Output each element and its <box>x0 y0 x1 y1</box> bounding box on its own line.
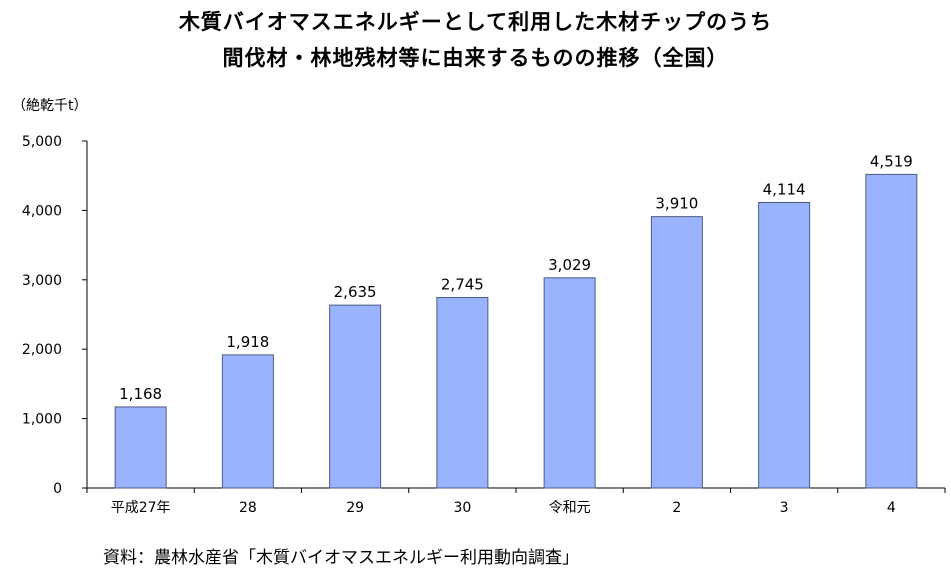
x-category-label: 平成27年 <box>111 500 171 516</box>
x-category-label: 28 <box>239 500 257 516</box>
y-tick-label: 4,000 <box>22 203 62 219</box>
bar-value-label: 4,114 <box>763 180 806 198</box>
y-tick-label: 1,000 <box>22 412 62 428</box>
bar-value-label: 1,918 <box>226 333 269 351</box>
bar <box>114 406 167 489</box>
y-tick-label: 5,000 <box>22 134 62 150</box>
bar <box>865 173 918 489</box>
y-tick-label: 2,000 <box>22 342 62 358</box>
bar <box>650 216 703 489</box>
x-category-label: 2 <box>672 500 681 516</box>
x-category-label: 29 <box>346 500 364 516</box>
bar <box>221 354 274 489</box>
bar-value-label: 3,910 <box>655 195 698 213</box>
y-axis-unit-label: （絶乾千t） <box>12 98 88 114</box>
x-category-label: 30 <box>453 500 471 516</box>
bar-value-label: 2,745 <box>441 275 484 293</box>
x-category-label: 4 <box>887 500 896 516</box>
bar <box>436 296 489 489</box>
bar-value-label: 2,635 <box>334 283 377 301</box>
y-tick-label: 0 <box>53 481 62 497</box>
source-note: 資料：農林水産省「木質バイオマスエネルギー利用動向調査」 <box>103 548 579 568</box>
bar <box>543 277 596 489</box>
bar-value-label: 1,168 <box>119 385 162 403</box>
y-tick-label: 3,000 <box>22 273 62 289</box>
chart-title-line-2: 間伐材・林地残材等に由来するものの推移（全国） <box>222 46 729 70</box>
chart-title-line-1: 木質バイオマスエネルギーとして利用した木材チップのうち <box>178 10 773 34</box>
bar-value-label: 4,519 <box>870 152 913 170</box>
bar <box>329 304 382 489</box>
bar-value-label: 3,029 <box>548 256 591 274</box>
x-category-label: 令和元 <box>549 500 591 516</box>
bar <box>758 201 811 489</box>
x-category-label: 3 <box>780 500 789 516</box>
